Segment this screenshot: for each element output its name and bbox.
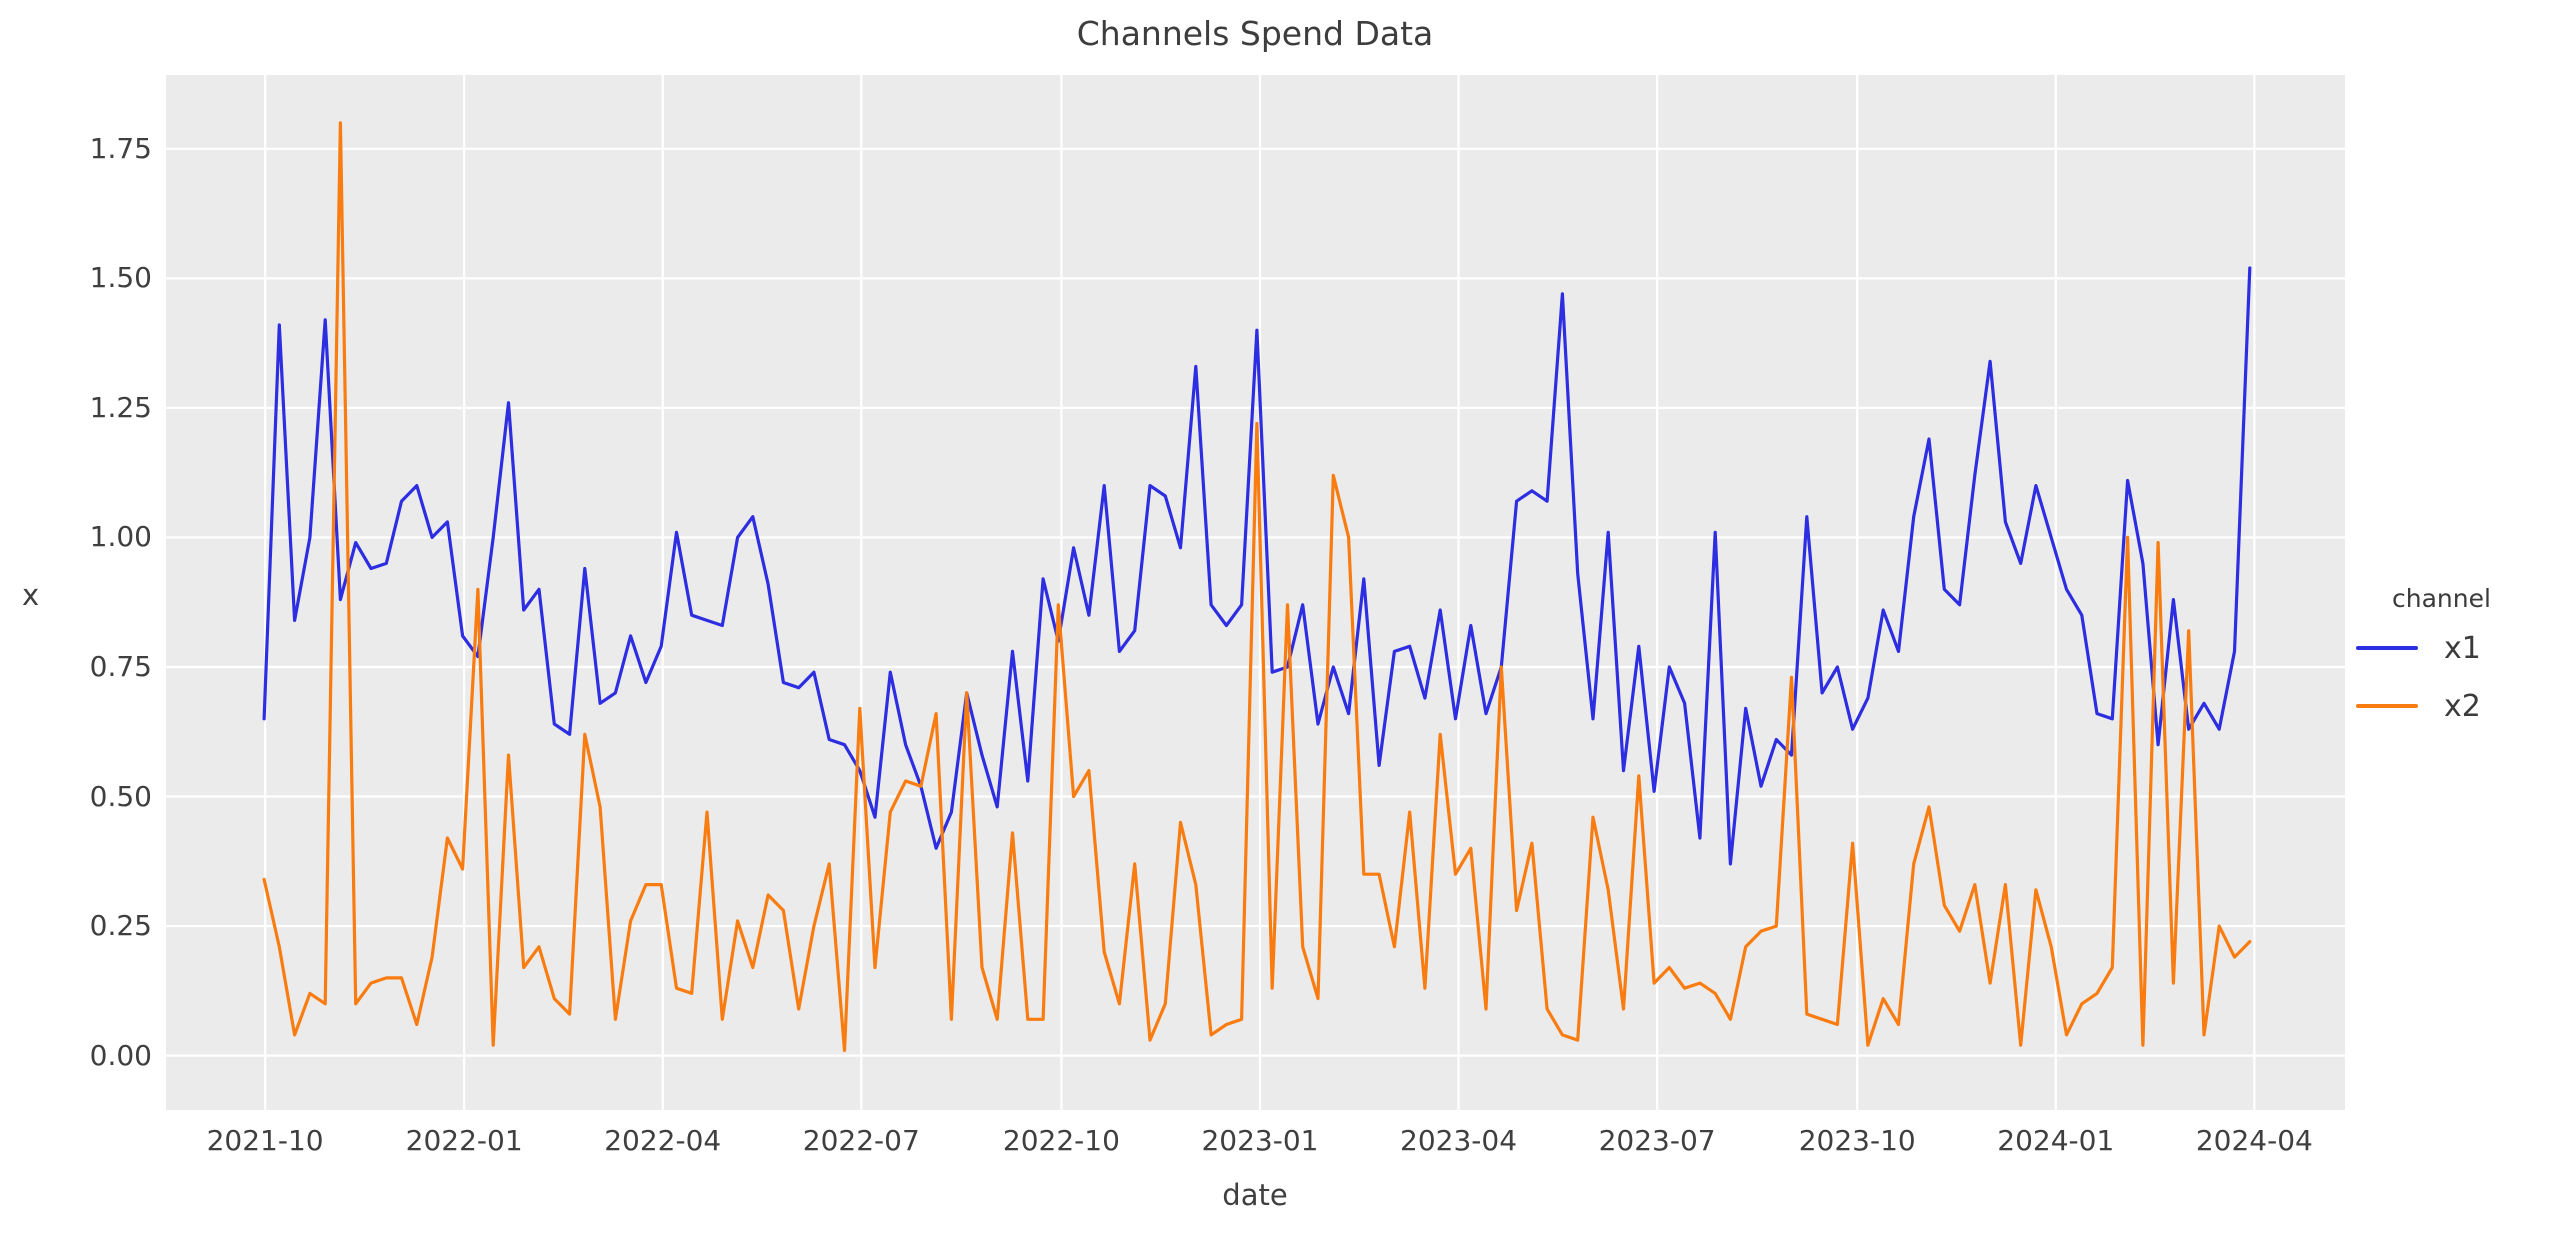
x-tick-label: 2024-04 <box>2195 1124 2313 1157</box>
y-tick-label: 1.75 <box>89 131 152 165</box>
x-tick-label: 2023-07 <box>1598 1124 1716 1157</box>
y-tick-label: 0.50 <box>89 779 152 813</box>
legend-label-x2: x2 <box>2444 688 2481 724</box>
x-tick-label: 2022-01 <box>405 1124 523 1157</box>
x2-line-swatch <box>2356 704 2418 708</box>
legend-item-x1: x1 <box>2356 627 2562 669</box>
legend-title: channel <box>2392 584 2491 613</box>
x-tick-label: 2022-04 <box>604 1124 722 1157</box>
y-tick-label: 0.75 <box>89 649 152 683</box>
axes-background <box>166 75 2345 1110</box>
x-tick-label: 2023-01 <box>1201 1124 1319 1157</box>
legend-label-x1: x1 <box>2444 630 2481 666</box>
legend-item-x2: x2 <box>2356 685 2562 727</box>
y-axis-label: x <box>22 578 40 612</box>
series-line-x1 <box>262 266 2252 866</box>
series-line-x2 <box>262 121 2252 1053</box>
y-tick-label: 0.00 <box>89 1038 152 1072</box>
y-tick-label: 1.25 <box>89 390 152 424</box>
legend: channel x1 x2 <box>2356 584 2562 743</box>
x-tick-label: 2021-10 <box>206 1124 324 1157</box>
chart-title: Channels Spend Data <box>1076 14 1434 53</box>
x-tick-label: 2022-07 <box>802 1124 920 1157</box>
y-tick-label: 0.25 <box>89 909 152 943</box>
x-axis-label: date <box>1222 1178 1288 1212</box>
y-tick-label: 1.00 <box>89 520 152 554</box>
x1-line-swatch <box>2356 646 2418 650</box>
x-tick-label: 2024-01 <box>1997 1124 2115 1157</box>
y-tick-label: 1.50 <box>89 261 152 295</box>
x-tick-label: 2022-10 <box>1002 1124 1120 1157</box>
x-tick-label: 2023-04 <box>1400 1124 1518 1157</box>
x-tick-label: 2023-10 <box>1798 1124 1916 1157</box>
